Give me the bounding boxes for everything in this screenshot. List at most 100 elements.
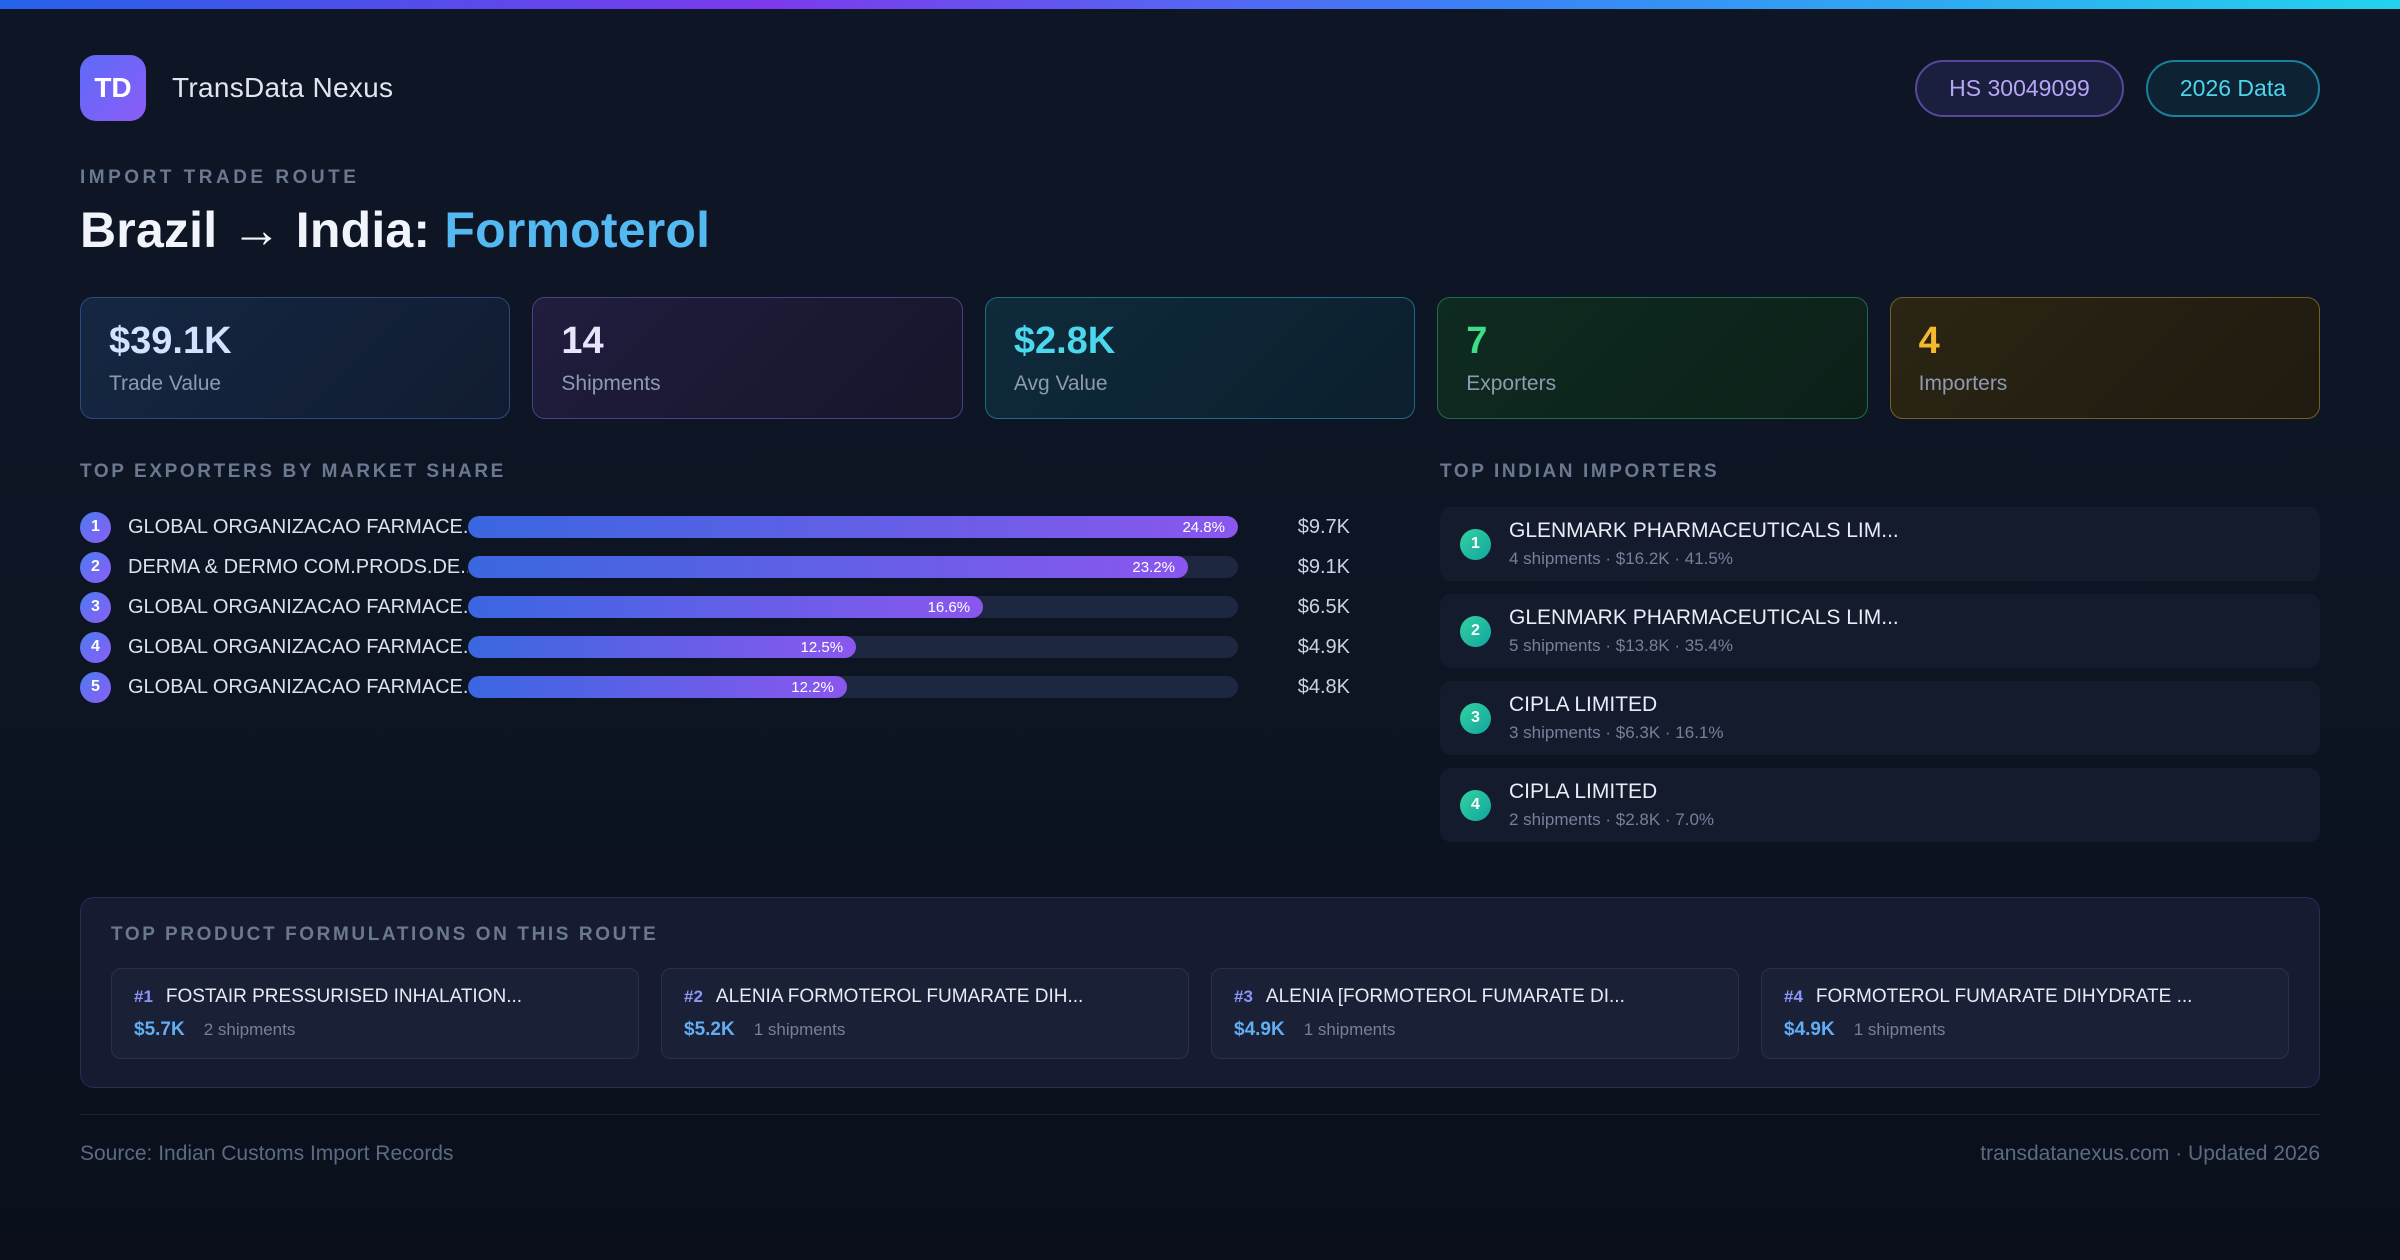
header: TD TransData Nexus HS 30049099 2026 Data (80, 9, 2320, 121)
brand-logo[interactable]: TD (80, 55, 146, 121)
market-share-bar: 12.2% (468, 676, 847, 698)
importer-name: GLENMARK PHARMACEUTICALS LIM... (1509, 606, 1899, 629)
importer-rank-badge: 2 (1460, 615, 1491, 647)
exporters-section-title: TOP EXPORTERS BY MARKET SHARE (80, 461, 506, 482)
formulation-header: #4 FORMOTEROL FUMARATE DIHYDRATE ... (1784, 986, 2266, 1008)
formulation-rank: #1 (134, 987, 153, 1006)
top-accent-bar (0, 0, 2400, 9)
exporter-row: 4 GLOBAL ORGANIZACAO FARMACE... 12.5% $4… (80, 627, 1350, 667)
year-data-badge[interactable]: 2026 Data (2145, 59, 2320, 117)
importer-card: 4 CIPLA LIMITED 2 shipments · $2.8K · 7.… (1440, 768, 2320, 842)
formulation-shipments: 1 shipments (1853, 1020, 1946, 1039)
stats-row: $39.1K Trade Value 14 Shipments $2.8K Av… (80, 297, 2321, 419)
importer-rank-badge: 3 (1460, 702, 1491, 734)
formulation-rank: #2 (684, 987, 703, 1006)
exporter-row: 3 GLOBAL ORGANIZACAO FARMACE... 16.6% $6… (80, 587, 1350, 627)
importer-name: CIPLA LIMITED (1509, 693, 1658, 716)
brand-name: TransData Nexus (172, 72, 394, 103)
importer-rank-badge: 1 (1460, 528, 1491, 560)
hs-code-badge[interactable]: HS 30049099 (1915, 59, 2124, 117)
stat-card-avg-value: $2.8K Avg Value (984, 297, 1416, 419)
formulation-stats: $4.9K 1 shipments (1784, 1019, 2266, 1041)
market-share-bar: 16.6% (468, 596, 984, 618)
brand[interactable]: TD TransData Nexus (80, 55, 393, 121)
importer-card: 3 CIPLA LIMITED 3 shipments · $6.3K · 16… (1440, 681, 2320, 755)
formulation-stats: $5.7K 2 shipments (134, 1019, 616, 1041)
market-share-percent: 12.2% (791, 678, 834, 696)
market-share-bar-track: 24.8% (468, 516, 1238, 538)
stat-card-exporters: 7 Exporters (1437, 297, 1868, 419)
formulation-name: FOSTAIR PRESSURISED INHALATION... (165, 986, 523, 1007)
stat-value: $39.1K (109, 320, 232, 362)
formulation-rank: #3 (1234, 987, 1253, 1006)
formulations-title: TOP PRODUCT FORMULATIONS ON THIS ROUTE (111, 924, 659, 945)
exporter-rank-badge: 1 (80, 511, 111, 543)
market-share-percent: 23.2% (1132, 558, 1175, 576)
exporter-rank-badge: 5 (80, 671, 111, 703)
market-share-percent: 16.6% (927, 598, 971, 616)
formulation-name: ALENIA [FORMOTEROL FUMARATE DI... (1265, 986, 1625, 1007)
stat-value: 14 (561, 320, 604, 362)
importer-info: CIPLA LIMITED 2 shipments · $2.8K · 7.0% (1509, 780, 1714, 830)
importer-name: CIPLA LIMITED (1509, 780, 1658, 803)
exporters-section: TOP EXPORTERS BY MARKET SHARE 1 GLOBAL O… (80, 461, 1350, 855)
market-share-bar: 12.5% (468, 636, 857, 658)
formulation-value: $5.2K (684, 1019, 735, 1040)
formulation-rank: #4 (1784, 987, 1803, 1006)
exporter-name: GLOBAL ORGANIZACAO FARMACE... (128, 595, 468, 618)
stat-card-shipments: 14 Shipments (532, 297, 963, 419)
importer-meta: 3 shipments · $6.3K · 16.1% (1509, 723, 1724, 742)
formulations-panel: TOP PRODUCT FORMULATIONS ON THIS ROUTE #… (80, 897, 2320, 1088)
importers-section-title: TOP INDIAN IMPORTERS (1440, 461, 1720, 482)
importer-rank-badge: 4 (1460, 789, 1491, 821)
exporter-value: $9.7K (1297, 515, 1350, 538)
formulation-value: $4.9K (1234, 1019, 1285, 1040)
product-name: Formoterol (444, 202, 711, 258)
formulation-shipments: 2 shipments (203, 1020, 296, 1039)
importer-meta: 5 shipments · $13.8K · 35.4% (1509, 636, 1733, 655)
importer-info: GLENMARK PHARMACEUTICALS LIM... 5 shipme… (1509, 606, 1899, 656)
header-badges: HS 30049099 2026 Data (1915, 59, 2320, 117)
formulation-card: #2 ALENIA FORMOTEROL FUMARATE DIH... $5.… (661, 968, 1189, 1059)
formulation-header: #1 FOSTAIR PRESSURISED INHALATION... (134, 986, 616, 1008)
formulation-card: #3 ALENIA [FORMOTEROL FUMARATE DI... $4.… (1211, 968, 1739, 1059)
exporter-name: GLOBAL ORGANIZACAO FARMACE... (128, 515, 468, 538)
market-share-percent: 24.8% (1182, 518, 1225, 536)
importer-card: 2 GLENMARK PHARMACEUTICALS LIM... 5 ship… (1440, 594, 2320, 668)
formulation-shipments: 1 shipments (753, 1020, 846, 1039)
exporter-row: 5 GLOBAL ORGANIZACAO FARMACE... 12.2% $4… (80, 667, 1350, 707)
exporter-rank-badge: 4 (80, 631, 111, 663)
importers-section: TOP INDIAN IMPORTERS 1 GLENMARK PHARMACE… (1440, 461, 2320, 855)
site-attribution: transdatanexus.com · Updated 2026 (1980, 1142, 2320, 1165)
formulation-value: $5.7K (134, 1019, 185, 1040)
market-share-bar-track: 23.2% (468, 556, 1238, 578)
formulation-name: FORMOTEROL FUMARATE DIHYDRATE ... (1815, 986, 2193, 1007)
importer-card: 1 GLENMARK PHARMACEUTICALS LIM... 4 ship… (1440, 507, 2320, 581)
exporter-row: 1 GLOBAL ORGANIZACAO FARMACE... 24.8% $9… (80, 507, 1350, 547)
stat-label: Importers (1918, 372, 2008, 395)
stat-label: Trade Value (109, 372, 222, 395)
formulation-shipments: 1 shipments (1303, 1020, 1396, 1039)
page-container: TD TransData Nexus HS 30049099 2026 Data… (0, 9, 2400, 1166)
exporter-name: GLOBAL ORGANIZACAO FARMACE... (128, 635, 468, 658)
exporter-value: $6.5K (1297, 595, 1350, 618)
market-share-bar-track: 12.5% (468, 636, 1238, 658)
formulation-card: #1 FOSTAIR PRESSURISED INHALATION... $5.… (111, 968, 639, 1059)
page-title: Brazil → India: Formoterol (80, 201, 2320, 259)
market-share-percent: 12.5% (800, 638, 844, 656)
formulation-stats: $4.9K 1 shipments (1234, 1019, 1716, 1041)
stat-value: $2.8K (1013, 320, 1116, 362)
exporter-value: $9.1K (1297, 555, 1350, 578)
main-content: TOP EXPORTERS BY MARKET SHARE 1 GLOBAL O… (80, 461, 2320, 855)
stat-label: Shipments (561, 372, 661, 395)
importer-meta: 4 shipments · $16.2K · 41.5% (1509, 549, 1733, 568)
exporter-rank-badge: 2 (80, 551, 111, 583)
footer: Source: Indian Customs Import Records tr… (80, 1114, 2320, 1166)
market-share-bar-track: 12.2% (468, 676, 1238, 698)
exporter-value: $4.9K (1297, 635, 1350, 658)
stat-label: Exporters (1466, 372, 1557, 395)
formulation-value: $4.9K (1784, 1019, 1835, 1040)
market-share-bar: 24.8% (468, 516, 1238, 538)
importer-meta: 2 shipments · $2.8K · 7.0% (1509, 810, 1715, 829)
exporter-name: DERMA & DERMO COM.PRODS.DE... (128, 555, 468, 578)
